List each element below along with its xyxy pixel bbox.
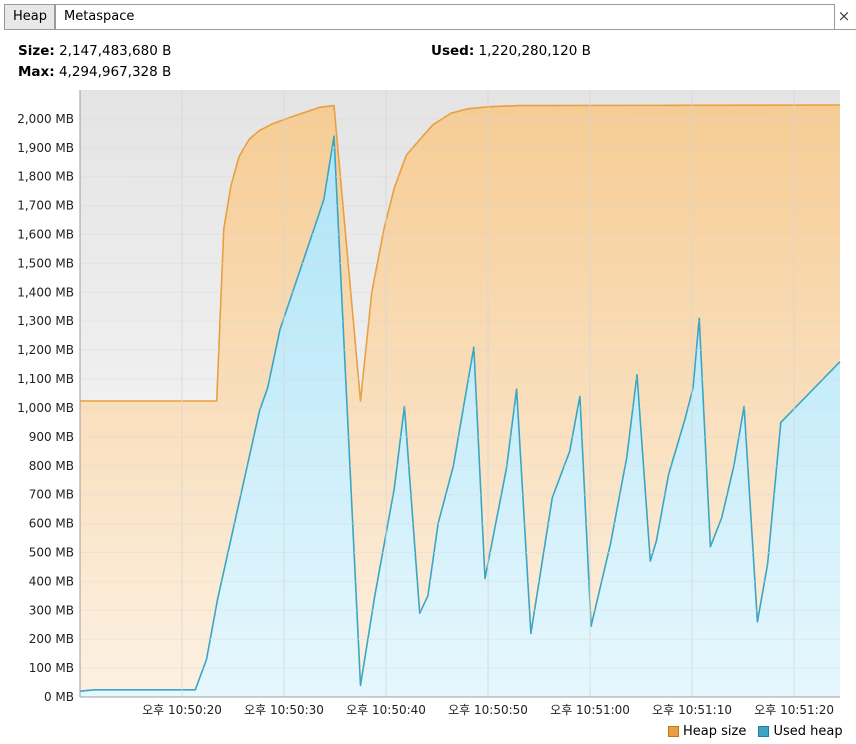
y-tick-label: 1,100 MB xyxy=(17,372,74,386)
legend-heap-size-swatch xyxy=(668,726,679,737)
x-tick-label: 오후 10:51:20 xyxy=(754,703,834,717)
y-tick-label: 1,400 MB xyxy=(17,285,74,299)
y-tick-label: 1,500 MB xyxy=(17,256,74,270)
y-tick-label: 1,000 MB xyxy=(17,401,74,415)
legend-heap-size-label: Heap size xyxy=(683,724,747,739)
used-info: Used: 1,220,280,120 B xyxy=(431,43,591,59)
max-info: Max: 4,294,967,328 B xyxy=(18,64,171,80)
tab-heap[interactable]: Heap xyxy=(4,4,55,30)
y-tick-label: 300 MB xyxy=(29,603,74,617)
legend-used-heap-swatch xyxy=(758,726,770,737)
x-tick-label: 오후 10:51:10 xyxy=(652,703,732,717)
close-icon[interactable]: × xyxy=(837,7,851,25)
x-tick-label: 오후 10:50:40 xyxy=(346,703,426,717)
y-tick-label: 800 MB xyxy=(29,459,74,473)
y-tick-label: 900 MB xyxy=(29,430,74,444)
y-tick-label: 700 MB xyxy=(29,488,74,502)
used-label: Used: xyxy=(431,43,475,59)
x-tick-label: 오후 10:50:50 xyxy=(448,703,528,717)
y-tick-label: 1,700 MB xyxy=(17,199,74,213)
used-heap-area xyxy=(80,136,840,697)
y-tick-label: 100 MB xyxy=(29,661,74,675)
used-heap-line xyxy=(79,135,841,692)
heap-chart: 0 MB 100 MB 200 MB 300 MB 400 MB 500 MB 600 MB… xyxy=(17,90,841,717)
max-label: Max: xyxy=(18,64,55,80)
size-label: Size: xyxy=(18,43,55,59)
y-tick-label: 1,900 MB xyxy=(17,141,74,155)
y-tick-label: 1,600 MB xyxy=(17,228,74,242)
x-tick-label: 오후 10:51:00 xyxy=(550,703,630,717)
y-tick-label: 200 MB xyxy=(29,632,74,646)
legend-heap-size: Heap size xyxy=(668,724,746,739)
used-value: 1,220,280,120 B xyxy=(478,43,591,59)
legend-used-heap: Used heap xyxy=(758,724,843,739)
y-tick-label: 600 MB xyxy=(29,517,74,531)
max-value: 4,294,967,328 B xyxy=(58,64,172,80)
x-tick-label: 오후 10:50:30 xyxy=(244,703,324,717)
y-tick-label: 1,800 MB xyxy=(17,170,74,184)
tab-bar: Heap Metaspace × xyxy=(0,0,856,30)
size-value: 2,147,483,680 B xyxy=(59,43,172,59)
heap-size-line xyxy=(80,104,841,402)
size-info: Size: 2,147,483,680 B xyxy=(18,43,171,59)
y-tick-label: 1,300 MB xyxy=(17,314,74,328)
tab-metaspace[interactable]: Metaspace xyxy=(55,4,835,29)
y-tick-label: 1,200 MB xyxy=(17,343,74,357)
legend-used-heap-label: Used heap xyxy=(773,724,843,739)
chart-legend: Heap size Used heap xyxy=(668,724,851,741)
y-tick-label: 2,000 MB xyxy=(17,112,74,126)
y-tick-label: 400 MB xyxy=(29,574,74,588)
x-tick-label: 오후 10:50:20 xyxy=(142,703,222,717)
y-tick-label: 500 MB xyxy=(29,545,74,559)
y-tick-label: 0 MB xyxy=(44,690,74,704)
tab-divider xyxy=(4,29,856,30)
